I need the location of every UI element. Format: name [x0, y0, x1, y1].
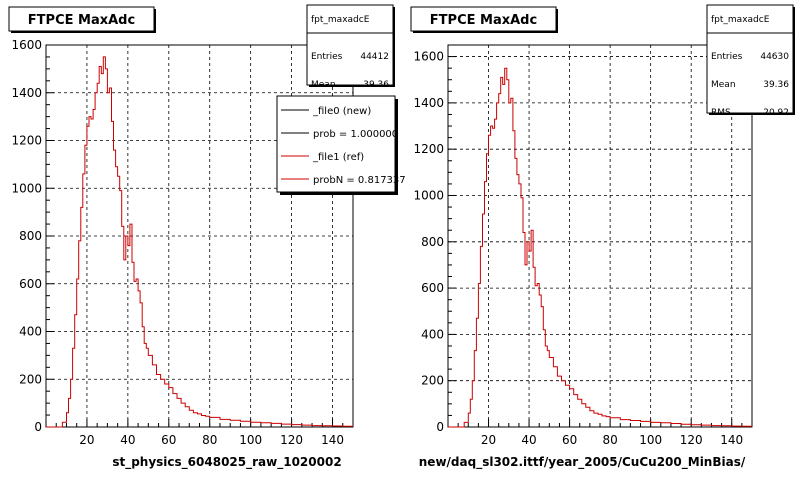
stats-value: 44412	[360, 52, 389, 62]
legend: _file0 (new) prob = 1.000000 _file1 (ref) p…	[276, 95, 406, 195]
chart-panel-2: 20 40 60 80 100 120 14002004006008001000120014…	[410, 4, 795, 470]
stats-name: fpt_maxadcE	[711, 15, 770, 25]
x-tick-label: 60	[161, 433, 176, 447]
y-tick-label: 600	[421, 281, 444, 295]
x-tick-label: 80	[202, 433, 217, 447]
y-tick-label: 1600	[11, 38, 42, 52]
legend-label: probN = 0.817337	[313, 175, 406, 186]
stats-label: Entries	[311, 52, 343, 62]
y-tick-label: 1000	[413, 188, 444, 202]
legend-box	[276, 95, 396, 193]
x-tick-label: 120	[280, 433, 303, 447]
plot-frame	[447, 44, 753, 428]
x-tick-label: 120	[680, 433, 703, 447]
y-tick-label: 400	[421, 327, 444, 341]
title-box	[410, 6, 557, 32]
y-tick-label: 600	[19, 277, 42, 291]
x-tick-label: 40	[120, 433, 135, 447]
x-tick-label: 100	[239, 433, 262, 447]
chart-title: FTPCE MaxAdc	[430, 13, 537, 28]
series-line-1	[448, 67, 753, 428]
legend-label: _file1 (ref)	[312, 152, 364, 163]
y-tick-label: 1200	[11, 134, 42, 148]
stats-box	[706, 4, 794, 114]
stats-value: 44630	[760, 52, 789, 62]
y-tick-label: 200	[19, 372, 42, 386]
x-axis-label: st_physics_6048025_raw_1020002	[112, 455, 341, 470]
stats-value: 39.36	[363, 80, 389, 90]
y-tick-label: 0	[436, 420, 444, 434]
series-line-1	[46, 56, 354, 428]
stats-name: fpt_maxadcE	[311, 15, 370, 25]
y-tick-label: 1600	[413, 50, 444, 64]
legend-label: prob = 1.000000	[313, 129, 398, 140]
stats-label: Mean	[311, 80, 336, 90]
y-tick-label: 1400	[11, 86, 42, 100]
y-tick-label: 800	[19, 229, 42, 243]
x-tick-label: 100	[639, 433, 662, 447]
stats-box	[306, 4, 394, 86]
stats-value: 20.92	[763, 108, 789, 118]
y-tick-label: 0	[34, 420, 42, 434]
title-box	[8, 6, 155, 32]
x-tick-label: 40	[521, 433, 536, 447]
stats-value: 39.36	[763, 80, 789, 90]
x-tick-label: 140	[321, 433, 344, 447]
y-tick-label: 1000	[11, 181, 42, 195]
x-tick-label: 80	[602, 433, 617, 447]
stats-label: Mean	[711, 80, 736, 90]
y-tick-label: 800	[421, 235, 444, 249]
stats-label: RMS	[711, 108, 731, 118]
chart-title: FTPCE MaxAdc	[28, 13, 135, 28]
x-tick-label: 60	[562, 433, 577, 447]
chart-panel-1: 20 40 60 80 100 120 14002004006008001000120014…	[8, 4, 406, 470]
y-tick-label: 1200	[413, 142, 444, 156]
x-axis-label: new/daq_sl302.ittf/year_2005/CuCu200_Min…	[419, 455, 746, 470]
stats-label: Entries	[711, 52, 743, 62]
legend-label: _file0 (new)	[312, 106, 371, 117]
y-tick-label: 1400	[413, 96, 444, 110]
x-tick-label: 20	[79, 433, 94, 447]
y-tick-label: 400	[19, 325, 42, 339]
x-tick-label: 20	[481, 433, 496, 447]
x-tick-label: 140	[720, 433, 743, 447]
y-tick-label: 200	[421, 374, 444, 388]
